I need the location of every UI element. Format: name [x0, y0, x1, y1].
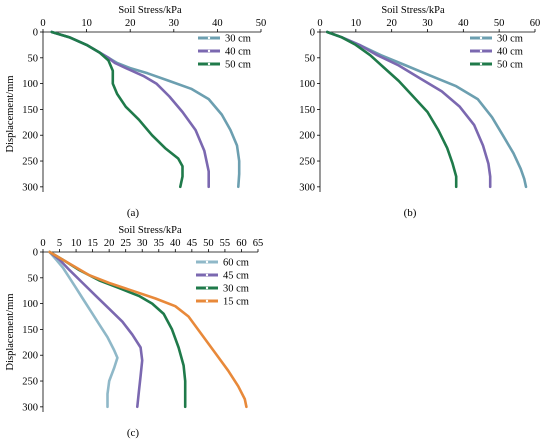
panel-b-legend-label: 50 cm [497, 60, 523, 71]
panel-b-series-line-2 [327, 32, 456, 187]
panel-c-x-tick-label: 25 [120, 238, 131, 249]
panel-c-legend-marker [206, 274, 208, 276]
panel-a-x-tick-label: 30 [169, 18, 180, 29]
panel-b-x-tick-label: 0 [317, 18, 322, 29]
panel-b-series-line-1 [327, 32, 490, 187]
panel-c-y-axis-title: Displacement/mm [5, 294, 16, 371]
panel-c-x-tick-label: 65 [253, 238, 264, 249]
panel-a-label: (a) [127, 207, 140, 219]
panel-b-label: (b) [404, 207, 417, 219]
panel-c-x-tick-label: 15 [87, 238, 98, 249]
panel-c-x-tick-label: 55 [220, 238, 231, 249]
panel-b-x-tick-label: 30 [422, 18, 433, 29]
panel-c-y-tick-label: 200 [22, 351, 38, 362]
panel-c-x-tick-label: 60 [236, 238, 247, 249]
panel-c-x-tick-label: 30 [137, 238, 148, 249]
panel-b-y-tick-label: 0 [310, 28, 315, 39]
panel-b-legend: 30 cm 40 cm 50 cm [470, 34, 523, 71]
panel-c-legend-label: 45 cm [223, 271, 249, 282]
panel-a-y-tick-label: 50 [28, 53, 39, 64]
panel-a-legend-label: 30 cm [225, 34, 251, 45]
panel-c: Soil Stress/kPa Displacement/mm 0 5 10 15 20… [5, 225, 263, 439]
panel-c-x-tick-label: 50 [203, 238, 214, 249]
panel-a-legend: 30 cm 40 cm 50 cm [198, 34, 251, 71]
panel-c-legend-marker [206, 300, 208, 302]
panel-b-x-axis-title: Soil Stress/kPa [381, 5, 445, 16]
panel-a-x-axis-title: Soil Stress/kPa [118, 5, 182, 16]
panel-a-x-tick-label: 40 [212, 18, 223, 29]
panel-c-x-tick-label: 20 [104, 238, 115, 249]
panel-a-x-tick-label: 10 [81, 18, 92, 29]
panel-b-legend-marker [480, 63, 482, 65]
panel-b-y-tick-label: 250 [299, 157, 315, 168]
panel-c-x-tick-label: 0 [40, 238, 45, 249]
panel-c-legend-marker [206, 261, 208, 263]
panel-a-y-tick-label: 100 [22, 79, 38, 90]
panel-b-legend-marker [480, 37, 482, 39]
panel-a-y-tick-label: 0 [33, 28, 38, 39]
panel-b-legend-marker [480, 50, 482, 52]
panel-c-legend: 60 cm 45 cm 30 cm 15 cm [196, 258, 249, 308]
panel-c-x-tick-label: 5 [57, 238, 62, 249]
panel-a: Soil Stress/kPa Displacement/mm 0 10 20 30 4… [5, 5, 266, 219]
panel-b: Soil Stress/kPa 0 10 20 30 40 50 60 0 50 100 150 20… [299, 5, 540, 219]
panel-b-x-tick-label: 50 [494, 18, 505, 29]
panel-c-y-tick-label: 100 [22, 299, 38, 310]
panel-a-legend-marker [208, 37, 210, 39]
panel-a-series-group [52, 32, 240, 187]
panel-b-x-tick-label: 40 [458, 18, 469, 29]
panel-c-x-tick-label: 10 [71, 238, 82, 249]
panel-a-series-line-0 [52, 32, 240, 187]
panel-a-legend-marker [208, 50, 210, 52]
panel-c-series-line-0 [50, 252, 118, 407]
panel-a-x-tick-label: 20 [125, 18, 136, 29]
panel-c-x-axis-title: Soil Stress/kPa [118, 225, 182, 236]
panel-c-y-tick-label: 250 [22, 377, 38, 388]
panel-b-legend-label: 40 cm [497, 47, 523, 58]
panel-c-legend-marker [206, 287, 208, 289]
panel-a-legend-label: 50 cm [225, 60, 251, 71]
panel-b-y-tick-label: 200 [299, 131, 315, 142]
panel-a-x-tick-label: 0 [40, 18, 45, 29]
panel-a-series-line-2 [52, 32, 183, 187]
panel-c-y-tick-label: 300 [22, 402, 38, 413]
panel-a-y-tick-label: 150 [22, 105, 38, 116]
panel-b-legend-label: 30 cm [497, 34, 523, 45]
panel-c-x-tick-label: 35 [154, 238, 165, 249]
panel-a-y-tick-label: 250 [22, 157, 38, 168]
panel-b-y-tick-label: 100 [299, 79, 315, 90]
panel-c-y-tick-label: 150 [22, 325, 38, 336]
panel-a-y-axis-title: Displacement/mm [5, 76, 16, 153]
panel-c-series-line-1 [50, 252, 143, 407]
panel-c-x-tick-label: 45 [187, 238, 198, 249]
panel-a-x-tick-label: 50 [256, 18, 267, 29]
panel-b-x-tick-label: 10 [351, 18, 362, 29]
panel-a-legend-label: 40 cm [225, 47, 251, 58]
panel-c-legend-label: 30 cm [223, 284, 249, 295]
panel-b-x-tick-label: 60 [530, 18, 541, 29]
panel-c-label: (c) [127, 427, 140, 439]
panel-b-x-tick-label: 20 [386, 18, 397, 29]
panel-b-y-tick-label: 300 [299, 182, 315, 193]
panel-a-legend-marker [208, 63, 210, 65]
panel-b-y-tick-label: 50 [305, 53, 316, 64]
panel-a-y-tick-label: 300 [22, 182, 38, 193]
panel-c-legend-label: 15 cm [223, 297, 249, 308]
panel-c-legend-label: 60 cm [223, 258, 249, 269]
panel-c-x-tick-label: 40 [170, 238, 181, 249]
panel-a-y-tick-label: 200 [22, 131, 38, 142]
panel-c-y-tick-label: 50 [28, 273, 39, 284]
panel-c-y-tick-label: 0 [33, 248, 38, 259]
panel-b-y-tick-label: 150 [299, 105, 315, 116]
panel-c-series-line-2 [50, 252, 186, 407]
